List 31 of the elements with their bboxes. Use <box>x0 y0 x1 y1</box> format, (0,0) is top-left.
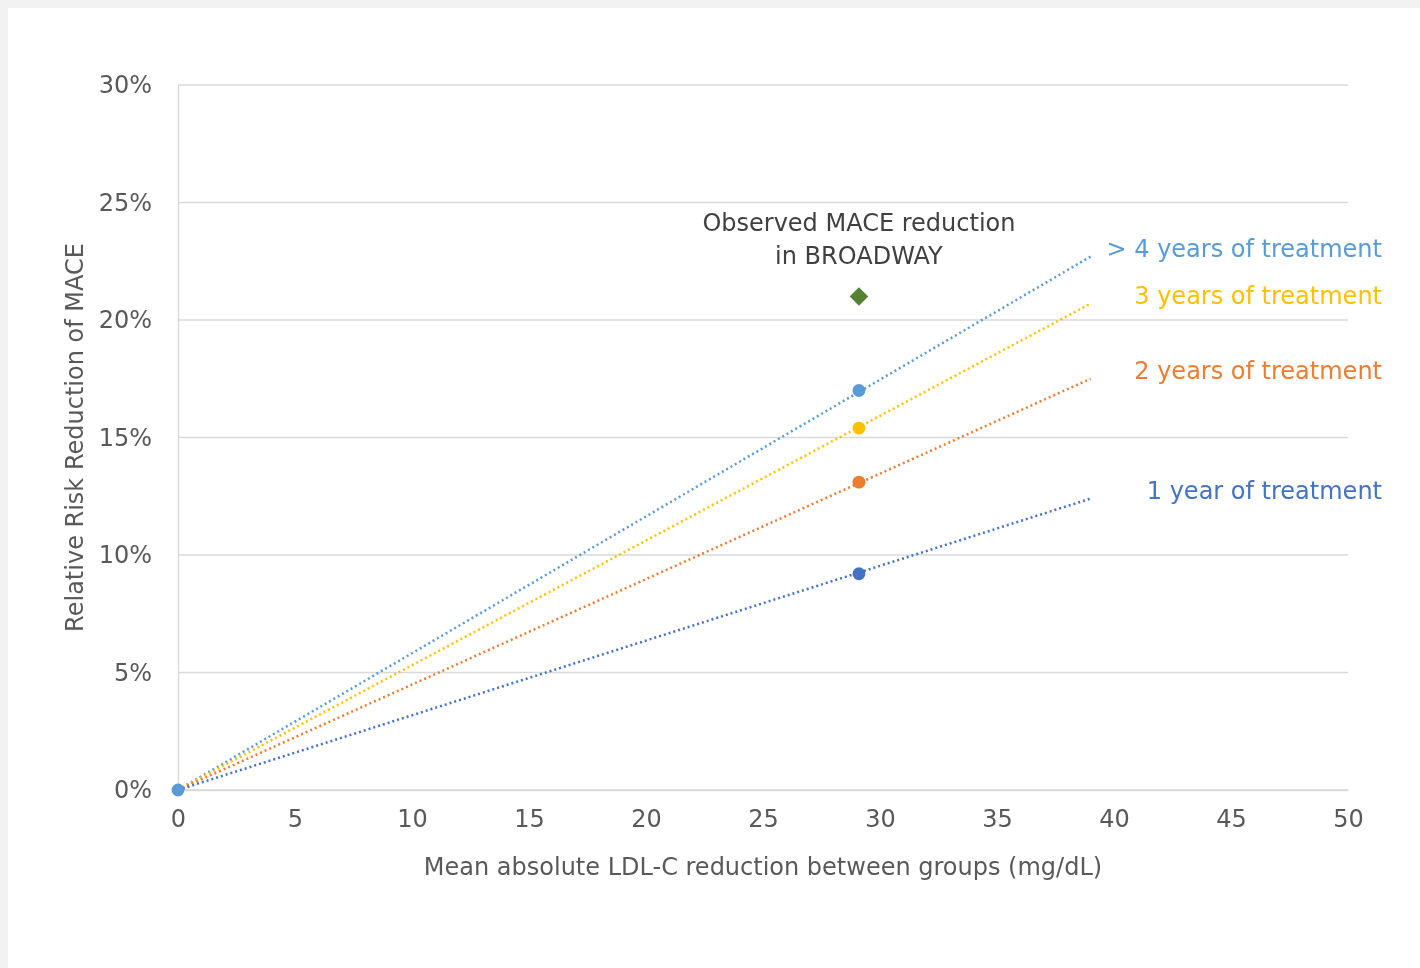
x-tick-label: 30 <box>865 805 896 834</box>
y-tick-label: 20% <box>98 306 152 335</box>
point <box>171 783 185 797</box>
y-tick-label: 0% <box>113 776 152 805</box>
x-tick-label: 25 <box>748 805 779 834</box>
x-tick-label: 15 <box>514 805 545 834</box>
y-axis-title: Relative Risk Reduction of MACE <box>61 243 89 632</box>
y-tick-label: 15% <box>98 423 152 452</box>
point <box>852 421 866 435</box>
x-tick-label: 0 <box>170 805 187 834</box>
x-tick-label: 35 <box>982 805 1013 834</box>
x-tick-label: 20 <box>631 805 662 834</box>
series-label: > 4 years of treatment <box>1106 234 1382 263</box>
y-tick-label: 10% <box>98 541 152 570</box>
point <box>852 567 866 581</box>
y-tick-label: 25% <box>98 188 152 217</box>
text: 1 year of treatment <box>1146 476 1382 505</box>
y-tick-label: 30% <box>98 71 152 100</box>
point <box>852 384 866 397</box>
x-axis-title: Mean absolute LDL-C reduction between groups (mg/dL) <box>423 853 1103 881</box>
series-label: 3 years of treatment <box>1134 281 1382 310</box>
x-tick-label: 50 <box>1333 805 1364 834</box>
point <box>849 287 869 306</box>
x-tick-label: 5 <box>287 805 304 834</box>
y-tick-label: 5% <box>113 658 152 687</box>
annotation: Observed MACE reduction in BROADWAY <box>702 208 1016 270</box>
series-label: 2 years of treatment <box>1134 356 1382 385</box>
x-tick-label: 45 <box>1216 805 1247 834</box>
point <box>852 475 866 489</box>
x-tick-label: 10 <box>397 805 428 834</box>
x-tick-label: 40 <box>1099 805 1130 834</box>
